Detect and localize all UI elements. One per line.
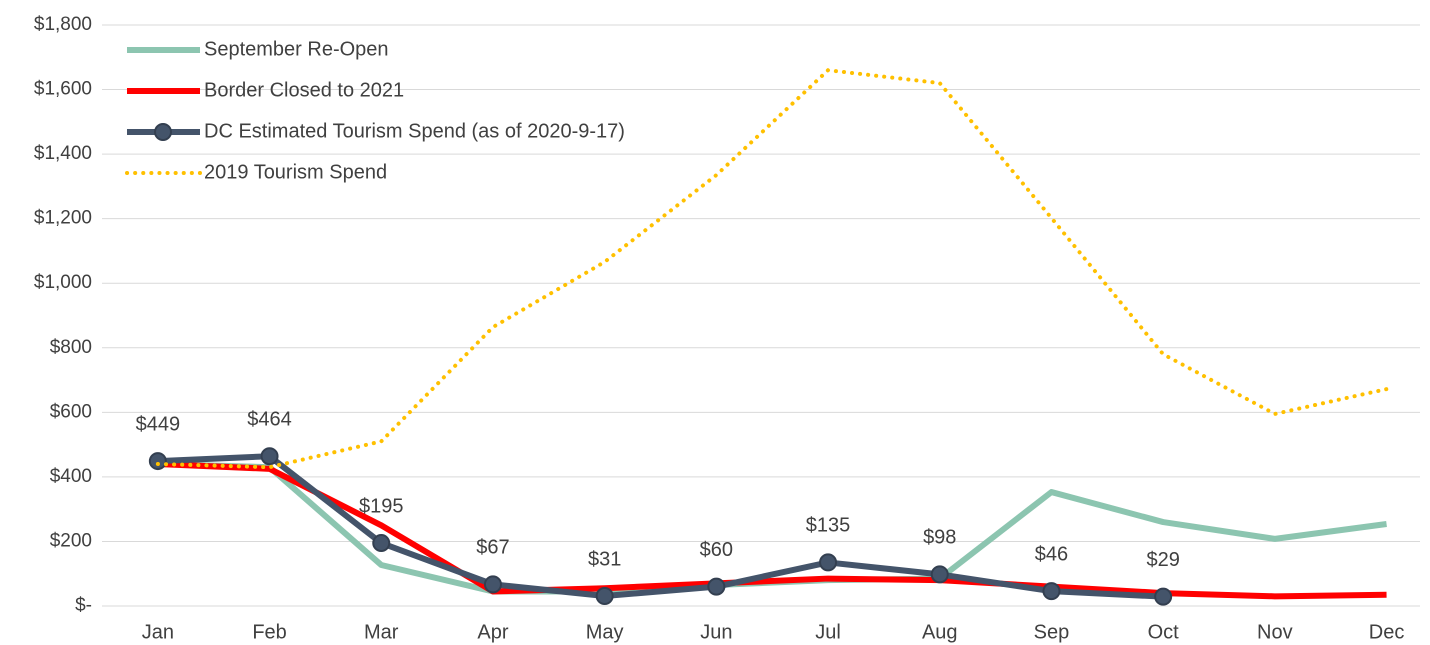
y-tick-label: $200: [50, 530, 92, 551]
marker: [707, 577, 726, 596]
legend-label: September Re-Open: [204, 38, 389, 60]
data-label: $67: [476, 537, 509, 559]
x-tick-label: Nov: [1257, 621, 1293, 643]
x-tick-label: Feb: [252, 621, 286, 643]
y-tick-label: $1,800: [34, 14, 92, 35]
y-tick-label: $1,600: [34, 79, 92, 100]
marker: [1042, 582, 1061, 601]
x-tick-label: Dec: [1369, 621, 1405, 643]
y-tick-label: $400: [50, 466, 92, 487]
y-tick-label: $1,400: [34, 143, 92, 164]
series-line: [157, 460, 1387, 600]
legend-label: 2019 Tourism Spend: [204, 161, 387, 183]
x-tick-label: Aug: [922, 621, 958, 643]
series-line: [157, 453, 1164, 600]
data-label: $449: [136, 413, 181, 435]
marker: [372, 534, 391, 553]
x-tick-label: Oct: [1148, 621, 1180, 643]
marker: [1154, 587, 1173, 606]
x-tick-label: Mar: [364, 621, 399, 643]
data-label: $98: [923, 527, 956, 549]
x-tick-label: Jan: [142, 621, 174, 643]
data-label: $464: [247, 409, 292, 431]
marker: [819, 553, 838, 572]
y-tick-label: $1,000: [34, 272, 92, 293]
x-tick-label: Jun: [700, 621, 732, 643]
marker: [148, 452, 167, 471]
y-tick-label: $800: [50, 337, 92, 358]
x-tick-label: Sep: [1034, 621, 1070, 643]
series-line: [155, 68, 1389, 470]
data-label: $195: [359, 495, 404, 517]
data-label: $31: [588, 548, 621, 570]
data-label: $29: [1146, 549, 1179, 571]
x-tick-label: May: [586, 621, 624, 643]
marker: [595, 586, 614, 605]
x-tick-label: Apr: [477, 621, 508, 643]
y-tick-label: $600: [50, 401, 92, 422]
data-label: $60: [700, 539, 733, 561]
legend-label: DC Estimated Tourism Spend (as of 2020-9…: [204, 120, 625, 142]
data-label: $46: [1035, 543, 1068, 565]
x-tick-label: Jul: [815, 621, 841, 643]
legend-marker: [154, 123, 172, 141]
marker: [930, 565, 949, 584]
marker: [260, 447, 279, 466]
data-label: $135: [806, 515, 851, 537]
y-tick-label: $-: [75, 595, 92, 616]
marker: [483, 575, 502, 594]
legend-label: Border Closed to 2021: [204, 79, 404, 101]
y-tick-label: $1,200: [34, 208, 92, 229]
